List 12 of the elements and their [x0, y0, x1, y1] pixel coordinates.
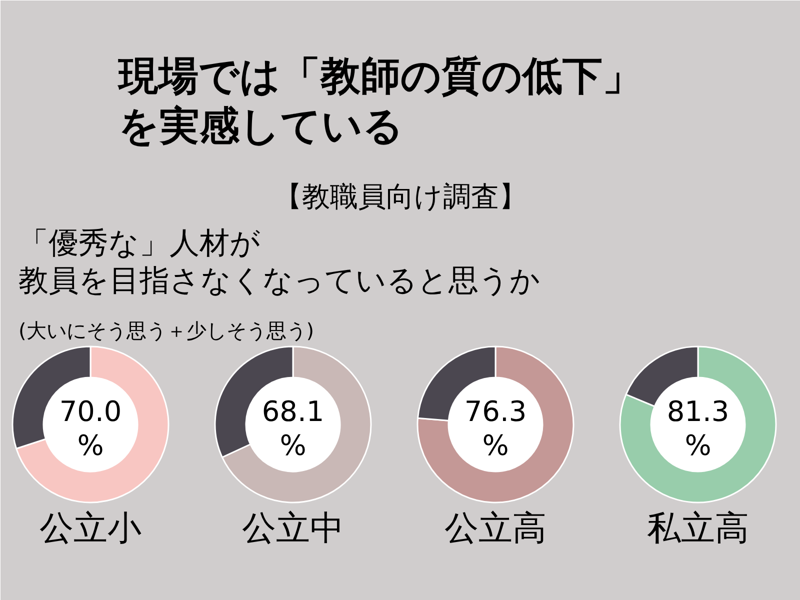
- text: 現場では「教師の質の低下」を実感している: [116, 54, 642, 150]
- data-label: 76.3 %: [464, 395, 527, 462]
- text: 「優秀な」人材が教員を目指さなくなっていると思うか: [18, 226, 540, 298]
- text: (大いにそう思う＋少しそう思う): [18, 318, 314, 342]
- text: 公立高: [444, 508, 546, 548]
- data-label: 81.3 %: [666, 395, 730, 462]
- data-label: 70.0 %: [59, 395, 122, 462]
- text: 【教職員向け調査】: [274, 180, 527, 213]
- data-label: 68.1 %: [262, 395, 324, 462]
- text: 公立小: [40, 508, 142, 548]
- text: 公立中: [242, 508, 344, 548]
- text: 私立高: [647, 508, 749, 548]
